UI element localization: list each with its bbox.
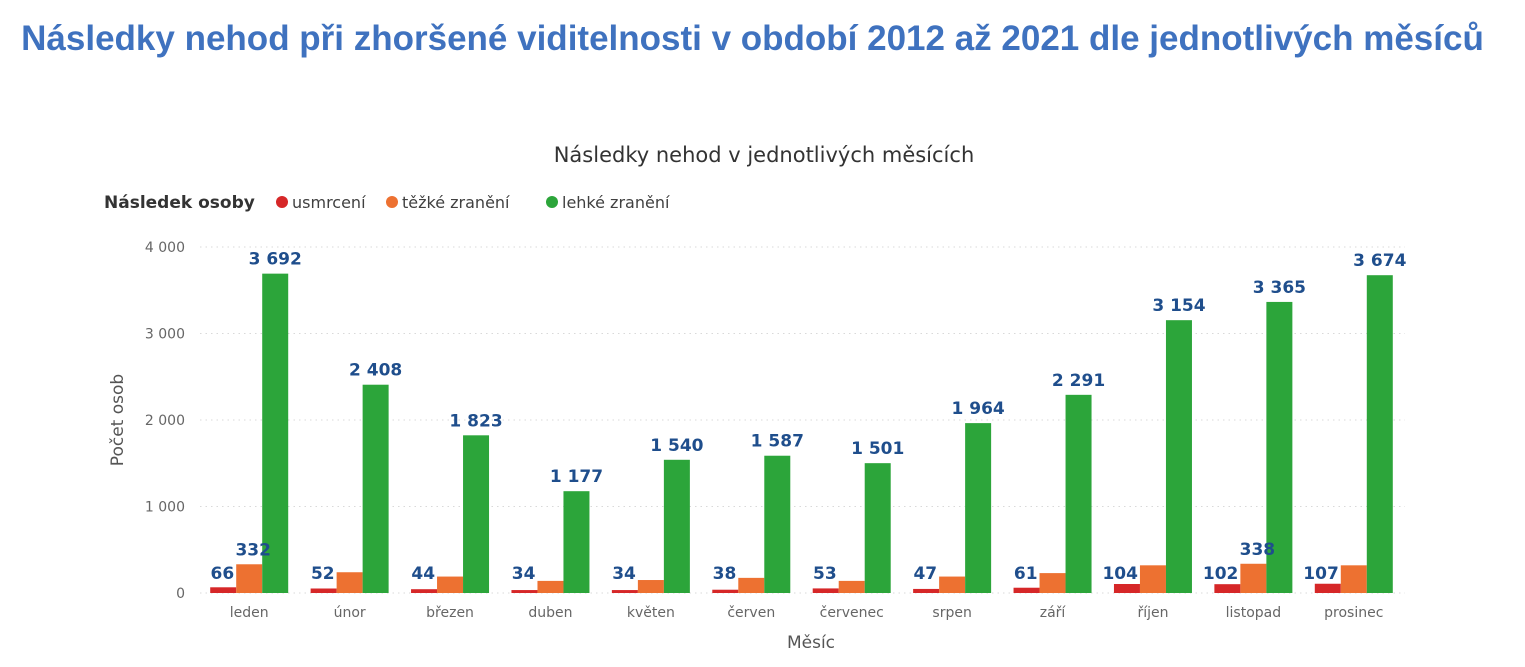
- bar-únor-3: [362, 384, 389, 593]
- data-label-září-3: 2 291: [1052, 371, 1105, 391]
- data-label-listopad-2: 338: [1240, 540, 1276, 560]
- bar-září-1: [1013, 587, 1040, 593]
- chart-title: Následky nehod v jednotlivých měsících: [554, 143, 975, 167]
- bar-listopad-1: [1214, 584, 1241, 593]
- x-tick-label: říjen: [1137, 605, 1168, 621]
- data-label-duben-1: 34: [512, 564, 536, 584]
- bar-červenec-3: [864, 463, 891, 593]
- x-axis-ticks: leden únor březen duben květen červen červenec…: [230, 605, 1384, 621]
- x-tick-label: prosinec: [1324, 605, 1383, 621]
- data-label-listopad-1: 102: [1203, 564, 1239, 584]
- x-tick-label: srpen: [932, 605, 971, 621]
- legend-label-2: těžké zranění: [402, 193, 510, 212]
- bar-říjen-3: [1165, 320, 1192, 593]
- bar-listopad-3: [1266, 301, 1293, 593]
- bars: [210, 273, 1393, 593]
- x-tick-label: listopad: [1226, 605, 1281, 621]
- y-tick-label: 4 000: [145, 240, 185, 256]
- bar-červenec-2: [838, 580, 865, 593]
- data-label-únor-3: 2 408: [349, 361, 402, 381]
- bar-únor-2: [336, 572, 363, 593]
- y-axis-ticks: 0 1 000 2 000 3 000 4 000: [145, 240, 185, 602]
- bar-leden-3: [262, 273, 289, 593]
- bar-říjen-1: [1113, 584, 1140, 593]
- data-label-březen-3: 1 823: [449, 411, 502, 431]
- y-tick-label: 0: [176, 586, 185, 602]
- bar-květen-1: [611, 590, 638, 593]
- legend-marker-1: [276, 196, 288, 208]
- data-label-září-1: 61: [1014, 564, 1038, 584]
- data-label-srpen-3: 1 964: [952, 399, 1005, 419]
- legend-marker-3: [546, 196, 558, 208]
- bar-leden-1: [210, 587, 237, 593]
- data-label-červen-1: 38: [713, 564, 737, 584]
- legend-marker-2: [386, 196, 398, 208]
- data-label-říjen-3: 3 154: [1152, 296, 1205, 316]
- bar-červen-1: [712, 589, 739, 593]
- data-label-květen-1: 34: [612, 564, 636, 584]
- bar-srpen-2: [939, 576, 966, 593]
- x-tick-label: září: [1040, 605, 1067, 621]
- y-tick-label: 2 000: [145, 413, 185, 429]
- bar-prosinec-3: [1366, 275, 1393, 593]
- bar-červenec-1: [812, 588, 839, 593]
- bar-prosinec-1: [1314, 583, 1341, 593]
- data-label-leden-1: 66: [211, 564, 235, 584]
- x-tick-label: květen: [627, 605, 675, 621]
- x-tick-label: leden: [230, 605, 269, 621]
- y-axis-title: Počet osob: [108, 374, 128, 466]
- data-label-březen-1: 44: [411, 564, 435, 584]
- data-label-leden-2: 332: [235, 540, 271, 560]
- legend-label-1: usmrcení: [292, 193, 366, 212]
- page-title: Následky nehod při zhoršené viditelnosti…: [21, 19, 1484, 58]
- bar-srpen-1: [913, 588, 940, 593]
- data-label-leden-3: 3 692: [249, 250, 302, 270]
- data-label-květen-3: 1 540: [650, 436, 703, 456]
- x-tick-label: duben: [528, 605, 572, 621]
- bar-prosinec-2: [1340, 565, 1367, 593]
- bar-březen-2: [437, 576, 464, 593]
- bar-listopad-2: [1240, 563, 1267, 593]
- data-label-prosinec-3: 3 674: [1353, 251, 1406, 271]
- x-tick-label: březen: [426, 605, 474, 621]
- bar-srpen-3: [965, 423, 992, 593]
- bar-duben-3: [563, 491, 590, 593]
- data-label-červenec-3: 1 501: [851, 439, 904, 459]
- data-label-prosinec-1: 107: [1303, 564, 1339, 584]
- legend: Následek osoby usmrcení těžké zranění lehk…: [104, 193, 670, 213]
- legend-title: Následek osoby: [104, 193, 255, 213]
- bar-leden-2: [236, 564, 263, 593]
- bar-květen-3: [663, 459, 690, 593]
- legend-label-3: lehké zranění: [562, 193, 670, 212]
- x-tick-label: únor: [334, 605, 366, 621]
- bar-červen-3: [764, 455, 791, 593]
- data-label-srpen-1: 47: [913, 564, 937, 584]
- data-label-únor-1: 52: [311, 564, 335, 584]
- data-label-listopad-3: 3 365: [1253, 278, 1306, 298]
- bar-duben-1: [511, 590, 538, 593]
- bar-březen-3: [463, 435, 490, 593]
- data-label-duben-3: 1 177: [550, 467, 603, 487]
- y-tick-label: 1 000: [145, 500, 185, 516]
- bar-březen-1: [411, 589, 438, 593]
- x-tick-label: červen: [727, 605, 775, 621]
- y-tick-label: 3 000: [145, 327, 185, 343]
- data-label-říjen-1: 104: [1102, 564, 1138, 584]
- data-label-červen-3: 1 587: [751, 432, 804, 452]
- bar-duben-2: [537, 580, 564, 593]
- bar-únor-1: [310, 588, 337, 593]
- x-axis-title: Měsíc: [787, 633, 835, 653]
- bar-květen-2: [637, 580, 664, 593]
- bar-září-3: [1065, 394, 1092, 593]
- data-label-červenec-1: 53: [813, 564, 837, 584]
- bar-říjen-2: [1139, 565, 1166, 593]
- bar-červen-2: [738, 577, 765, 593]
- bar-září-2: [1039, 573, 1066, 593]
- x-tick-label: červenec: [820, 605, 884, 621]
